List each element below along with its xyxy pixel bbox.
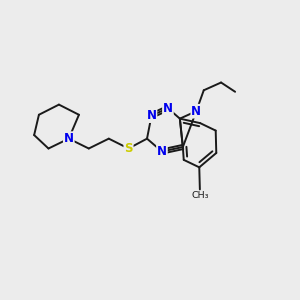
Text: N: N (163, 102, 173, 115)
Text: CH₃: CH₃ (191, 191, 208, 200)
Text: S: S (124, 142, 133, 155)
Text: N: N (146, 109, 157, 122)
Text: N: N (64, 132, 74, 145)
Text: N: N (191, 105, 201, 118)
Text: N: N (157, 145, 167, 158)
